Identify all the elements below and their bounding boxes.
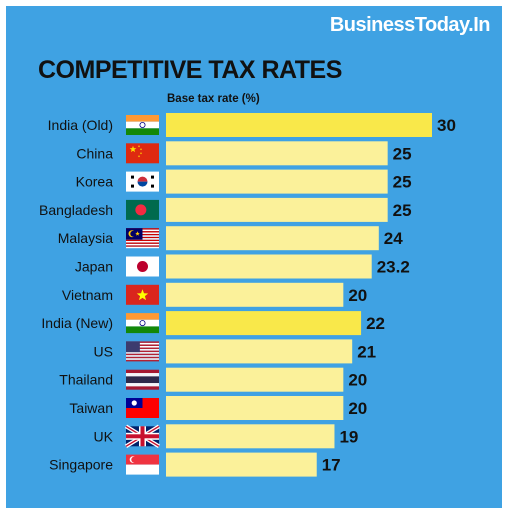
vietnam-flag-icon (126, 284, 159, 305)
bar (166, 282, 344, 307)
bar (166, 311, 362, 336)
us-flag-icon (126, 341, 159, 362)
category-label: China (76, 145, 113, 161)
value-label: 22 (366, 314, 385, 333)
category-label: India (Old) (48, 117, 113, 133)
category-label: Bangladesh (39, 202, 113, 218)
value-label: 20 (348, 399, 367, 418)
category-label: US (94, 343, 113, 359)
value-label: 30 (437, 116, 456, 135)
category-label: UK (94, 428, 114, 444)
value-label: 25 (393, 201, 412, 220)
thailand-flag-icon (126, 369, 159, 390)
bar (166, 452, 317, 477)
value-label: 20 (348, 286, 367, 305)
value-label: 21 (357, 342, 376, 361)
singapore-flag-icon (126, 454, 159, 475)
bar (166, 226, 379, 251)
china-flag-icon (126, 143, 159, 164)
korea-flag-icon (126, 171, 159, 192)
bar (166, 141, 388, 166)
bar (166, 424, 335, 449)
category-label: Singapore (49, 457, 113, 473)
value-label: 24 (384, 229, 403, 248)
malaysia-flag-icon (126, 228, 159, 249)
bar (166, 197, 388, 222)
value-label: 20 (348, 371, 367, 390)
brand-logo: BusinessToday.In (329, 14, 491, 36)
taiwan-flag-icon (126, 398, 159, 418)
value-label: 25 (393, 144, 412, 163)
value-label: 23.2 (377, 258, 410, 277)
category-label: Thailand (59, 372, 113, 388)
uk-flag-icon (124, 424, 161, 449)
chart-title: COMPETITIVE TAX RATES (38, 56, 342, 84)
bar (166, 367, 344, 392)
value-label: 19 (339, 427, 358, 446)
india-flag-icon (126, 115, 159, 135)
category-label: India (New) (41, 315, 113, 331)
value-label: 25 (393, 173, 412, 192)
category-label: Malaysia (58, 230, 113, 246)
bar (166, 169, 388, 194)
value-label: 17 (322, 456, 341, 475)
bangladesh-flag-icon (126, 199, 159, 220)
bar (166, 339, 353, 364)
value-axis-label: Base tax rate (%) (167, 93, 260, 105)
india-flag-icon (126, 313, 159, 334)
category-label: Taiwan (69, 400, 113, 416)
bar (166, 396, 344, 420)
bar (166, 254, 372, 279)
category-label: Korea (76, 174, 114, 190)
category-label: Japan (75, 259, 113, 275)
japan-flag-icon (126, 256, 159, 277)
bar (166, 113, 432, 137)
category-label: Vietnam (62, 287, 113, 303)
